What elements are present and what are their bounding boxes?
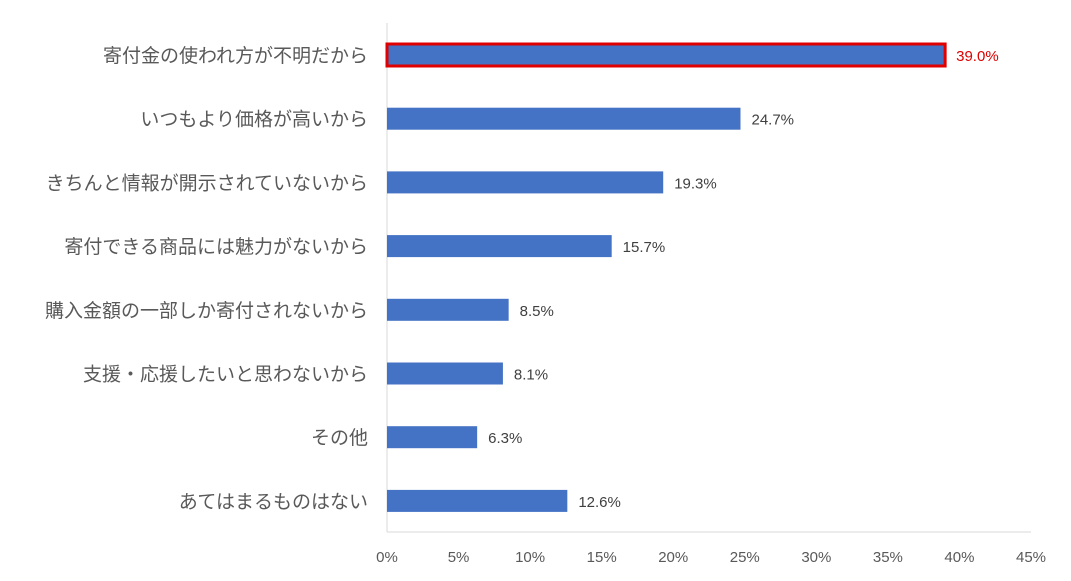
data-label: 12.6%	[578, 494, 621, 511]
bar	[387, 171, 664, 194]
data-label: 15.7%	[623, 239, 666, 256]
category-label: きちんと情報が開示されていないから	[46, 172, 368, 194]
x-tick-label: 35%	[873, 549, 903, 566]
x-tick-label: 0%	[376, 549, 398, 566]
bar	[387, 362, 503, 385]
bar	[387, 107, 741, 130]
category-label: 支援・応援したいと思わないから	[83, 364, 368, 386]
category-label: 寄付できる商品には魅力がないから	[64, 236, 368, 258]
x-tick-label: 45%	[1016, 549, 1046, 566]
x-tick-label: 30%	[801, 549, 831, 566]
category-label: 購入金額の一部しか寄付されないから	[45, 300, 368, 322]
data-label: 24.7%	[751, 112, 794, 129]
data-label: 39.0%	[956, 48, 999, 65]
bar	[387, 235, 612, 258]
x-tick-label: 20%	[658, 549, 688, 566]
x-tick-label: 40%	[944, 549, 974, 566]
data-label: 8.5%	[520, 303, 554, 320]
category-label: あてはまるものはない	[179, 491, 368, 513]
data-label: 19.3%	[674, 175, 717, 192]
x-tick-label: 15%	[587, 549, 617, 566]
x-tick-label: 5%	[448, 549, 470, 566]
bar	[387, 298, 509, 321]
x-tick-label: 25%	[730, 549, 760, 566]
category-label: その他	[311, 427, 368, 449]
category-label: 寄付金の使われ方が不明だから	[103, 45, 368, 67]
data-label: 6.3%	[488, 430, 522, 447]
bar	[387, 489, 568, 512]
x-tick-label: 10%	[515, 549, 545, 566]
bar	[387, 426, 478, 449]
category-label: いつもより価格が高いから	[140, 109, 368, 131]
data-label: 8.1%	[514, 367, 548, 384]
bar	[385, 42, 947, 68]
